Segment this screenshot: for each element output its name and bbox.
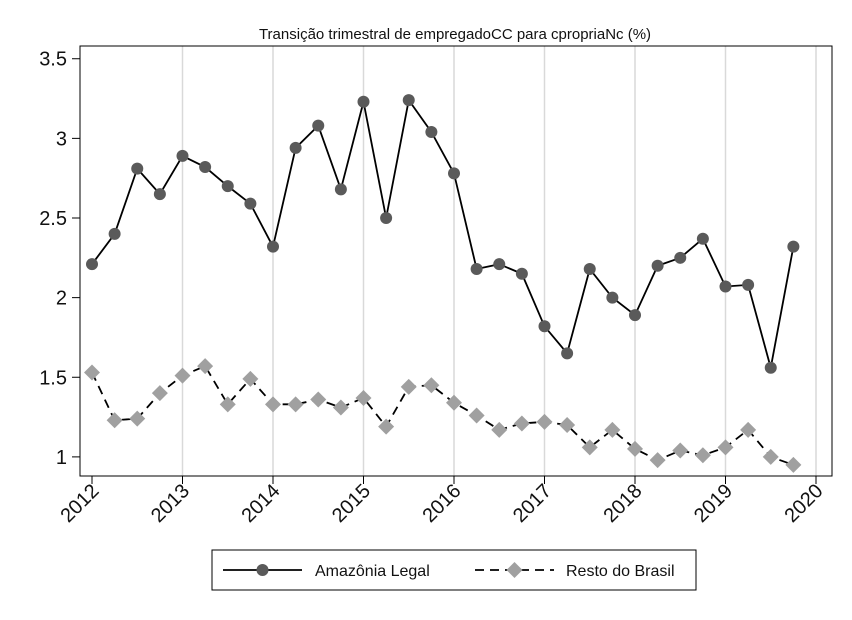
data-point [265,396,281,413]
data-point [380,212,393,224]
data-point [131,162,144,175]
data-point [129,410,146,427]
data-point [378,418,395,435]
series-layer [84,94,802,473]
legend-marker-diamond [506,562,523,578]
x-tick-label: 2015 [328,480,375,527]
data-point [674,251,687,264]
data-point [174,367,191,384]
data-point [448,167,460,180]
data-point [742,278,755,291]
data-point [402,94,415,107]
data-point [400,378,417,395]
x-tick-label: 2013 [147,480,194,527]
data-point [649,452,666,469]
data-point [289,141,302,154]
data-point [719,280,732,293]
plot-frame [79,45,833,477]
data-point [740,421,757,438]
data-point [153,188,166,201]
x-tick-label: 2020 [781,480,828,527]
y-tick-label: 1 [56,447,67,469]
data-point [84,364,100,381]
data-point [583,262,596,275]
data-point [446,394,462,411]
legend: Amazônia Legal Resto do Brasil [211,549,697,591]
legend-label: Resto do Brasil [566,563,675,580]
series-resto-do-brasil [84,358,802,473]
data-point [493,258,506,271]
data-point [604,421,621,438]
y-tick-label: 3 [56,128,67,150]
data-point [244,197,257,210]
grid-lines [181,46,817,476]
legend-marker-circle [256,564,269,576]
data-point [559,417,576,434]
x-tick-label: 2016 [419,480,466,527]
data-point [332,399,349,416]
data-point [199,161,212,174]
data-point [764,361,777,374]
data-point [581,439,598,456]
data-point [267,240,279,253]
data-point [425,126,438,138]
x-tick-label: 2019 [690,480,737,527]
y-tick-label: 3.5 [39,49,67,71]
data-point [334,183,347,196]
data-point [310,391,327,408]
data-point [221,180,234,193]
data-point [787,240,800,253]
data-point [536,413,553,430]
series-line [91,97,795,368]
data-point [108,227,121,240]
data-point [762,448,779,465]
data-point [357,95,370,108]
data-point [242,370,259,387]
series-line [91,364,794,466]
data-point [785,456,802,473]
data-point [513,415,530,432]
x-tick-label: 2014 [238,480,285,527]
data-point [672,442,689,459]
x-tick-label: 2018 [600,480,647,527]
data-point [538,320,551,333]
data-point [312,119,325,132]
data-point [561,347,574,360]
legend-label: Amazônia Legal [315,563,430,580]
y-tick-label: 2.5 [39,208,67,230]
data-point [423,377,440,394]
data-point [197,358,214,375]
data-point [287,396,304,413]
data-point [627,440,643,457]
data-point [86,258,98,271]
y-tick-label: 1.5 [39,367,67,389]
data-point [468,407,485,424]
data-point [696,232,709,245]
data-point [491,421,508,438]
data-point [717,439,734,456]
x-tick-label: 2012 [57,480,104,527]
data-point [606,291,619,304]
data-point [176,149,189,162]
y-tick-label: 2 [56,288,67,310]
data-point [470,262,483,275]
data-point [219,396,236,413]
data-point [151,385,168,402]
data-point [694,447,711,464]
x-tick-label: 2017 [509,480,556,527]
data-point [629,309,641,322]
chart-title: Transição trimestral de empregadoCC para… [259,26,651,43]
data-point [515,267,528,280]
series-amazonia-legal [86,94,800,374]
data-point [651,259,664,272]
data-point [355,389,372,406]
axes: 2012 2013 2014 2015 2016 2017 2018 2019 2020 1 1.5… [39,45,833,527]
data-point [106,412,123,429]
